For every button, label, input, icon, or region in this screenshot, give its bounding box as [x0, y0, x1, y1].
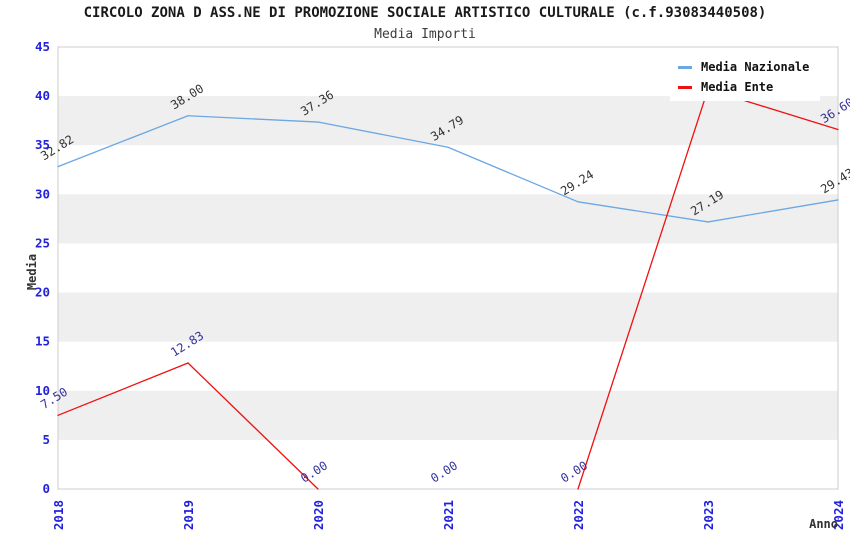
x-tick-label: 2023 [701, 500, 716, 530]
x-tick-label: 2021 [441, 500, 456, 530]
x-tick-label: 2022 [571, 500, 586, 530]
plot-band [58, 390, 838, 440]
x-tick-label: 2020 [311, 500, 326, 530]
x-tick-label: 2019 [181, 500, 196, 530]
y-tick-label: 15 [35, 334, 50, 349]
legend-item-media-ente: Media Ente [678, 77, 820, 97]
y-tick-label: 5 [42, 432, 50, 447]
point-label-media-ente: 0.00 [298, 458, 330, 485]
point-label-media-nazionale: 29.43 [818, 165, 850, 196]
plot-border [57, 46, 839, 490]
series-line-media-nazionale [317, 121, 449, 148]
point-label-media-nazionale: 29.24 [558, 167, 596, 198]
series-line-media-ente [187, 362, 319, 490]
plot-band [58, 96, 838, 146]
y-tick-label: 20 [35, 285, 50, 300]
x-tick-label: 2018 [51, 500, 66, 530]
plot-band [58, 194, 838, 244]
legend-label: Media Nazionale [701, 60, 810, 74]
legend-swatch-media-ente [678, 85, 692, 89]
chart-title: CIRCOLO ZONA D ASS.NE DI PROMOZIONE SOCI… [83, 5, 767, 21]
y-tick-label: 45 [35, 39, 50, 54]
series-line-media-nazionale [57, 115, 189, 168]
y-axis-title: Media [25, 253, 39, 291]
series-line-media-nazionale [707, 199, 839, 223]
y-tick-label: 35 [35, 137, 50, 152]
legend: Media Nazionale Media Ente [670, 52, 820, 101]
series-line-media-nazionale [447, 146, 579, 203]
legend-label: Media Ente [701, 80, 774, 94]
series-line-media-nazionale [577, 201, 709, 223]
y-tick-label: 10 [35, 383, 50, 398]
plot-band [58, 292, 838, 342]
y-tick-label: 30 [35, 186, 50, 201]
legend-item-media-nazionale: Media Nazionale [678, 57, 820, 77]
legend-swatch-media-nazionale [678, 65, 692, 69]
y-tick-label: 40 [35, 88, 50, 103]
point-label-media-ente: 0.00 [558, 458, 590, 485]
y-tick-label: 0 [42, 481, 50, 496]
series-line-media-ente [577, 88, 709, 490]
series-line-media-nazionale [187, 115, 319, 123]
x-tick-label: 2024 [831, 500, 846, 530]
series-line-media-ente [57, 362, 189, 416]
x-axis-title: Anno [809, 517, 838, 531]
y-tick-label: 25 [35, 235, 50, 250]
point-label-media-ente: 0.00 [428, 458, 460, 485]
chart-subtitle: Media Importi [374, 27, 476, 42]
